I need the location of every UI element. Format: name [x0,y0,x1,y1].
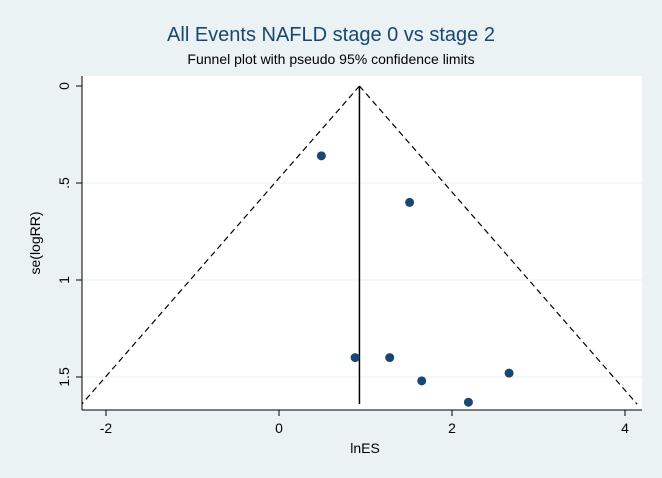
x-axis: -2 0 2 4 [82,409,642,436]
data-point-0 [316,151,326,161]
y-axis-label: se(logRR) [27,211,43,274]
y-tick-label-0: 0 [56,82,72,90]
data-point-2 [350,353,360,363]
data-points [316,151,514,407]
data-point-6 [463,397,473,407]
right-confidence-limit [358,85,638,405]
plot-area [82,76,642,410]
x-tick-label-1: 0 [275,420,283,436]
chart-subtitle: Funnel plot with pseudo 95% confidence l… [187,51,475,67]
x-tick-label-3: 4 [621,420,629,436]
y-tick-label-3: 1.5 [56,367,72,387]
data-point-1 [405,197,415,207]
data-point-4 [417,376,427,386]
y-tick-label-1: .5 [56,177,72,189]
data-point-3 [385,353,395,363]
y-axis: 0 .5 1 1.5 [56,76,83,410]
x-tick-label-0: -2 [100,420,113,436]
x-axis-label: lnES [350,440,380,456]
funnel-lines [81,85,638,405]
y-tick-label-2: 1 [56,276,72,284]
data-point-5 [504,368,514,378]
left-confidence-limit [81,85,360,405]
chart-title: All Events NAFLD stage 0 vs stage 2 [167,24,495,46]
grid-lines [82,182,642,378]
x-tick-label-2: 2 [448,420,456,436]
